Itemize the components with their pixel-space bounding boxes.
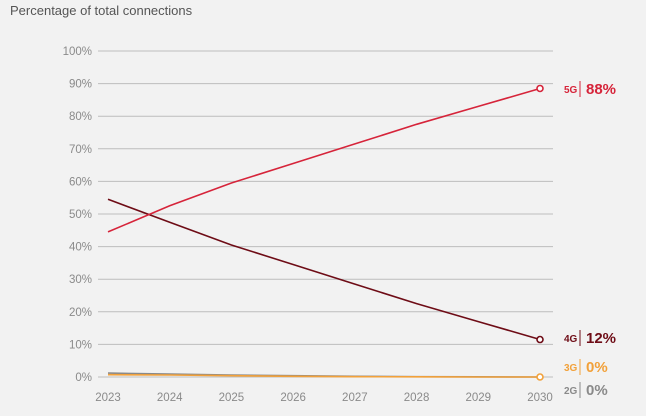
end-label-value: 0% [586, 382, 608, 399]
y-tick-label: 30% [69, 274, 92, 286]
x-tick-label: 2027 [342, 392, 368, 404]
chart-title: Percentage of total connections [10, 3, 193, 18]
series-line-5g [107, 87, 541, 233]
end-marker-4g [536, 335, 544, 344]
x-axis-ticks: 2023 2024 2025 2026 2027 2028 2029 2030 [95, 392, 553, 404]
end-label-tech: 4G [564, 334, 578, 345]
y-tick-label: 50% [69, 209, 92, 221]
x-tick-label: 2028 [404, 392, 430, 404]
end-label-tech: 2G [564, 386, 578, 397]
end-label-3g: 3G 0% [564, 359, 608, 376]
x-tick-label: 2029 [465, 392, 491, 404]
end-label-2g: 2G 0% [564, 382, 608, 399]
series-line-3g [107, 373, 540, 378]
y-tick-label: 0% [75, 372, 92, 384]
end-labels: 2G 0% 3G 0% 4G 12% 5G 88% [564, 81, 616, 399]
series-line-4g [107, 198, 541, 341]
x-tick-label: 2025 [219, 392, 245, 404]
end-label-tech: 5G [564, 85, 578, 96]
x-tick-label: 2030 [527, 392, 553, 404]
gridlines [98, 50, 553, 378]
end-marker-3g [536, 373, 544, 381]
end-label-value: 0% [586, 359, 608, 376]
x-tick-label: 2023 [95, 392, 121, 404]
x-tick-label: 2024 [157, 392, 183, 404]
end-label-value: 88% [586, 81, 616, 98]
y-tick-label: 80% [69, 111, 92, 123]
x-tick-label: 2026 [280, 392, 306, 404]
end-label-tech: 3G [564, 363, 578, 374]
end-label-value: 12% [586, 330, 616, 347]
y-tick-label: 10% [69, 339, 92, 351]
end-marker-5g [536, 84, 544, 93]
y-tick-label: 40% [69, 242, 92, 254]
y-tick-label: 60% [69, 176, 92, 188]
y-tick-label: 70% [69, 144, 92, 156]
y-axis-ticks: 0% 10% 20% 30% 40% 50% 60% 70% 80% 90% 100% [63, 46, 92, 384]
end-label-4g: 4G 12% [564, 330, 616, 347]
series-lines [107, 84, 544, 381]
end-label-5g: 5G 88% [564, 81, 616, 98]
y-tick-label: 20% [69, 307, 92, 319]
y-tick-label: 100% [63, 46, 92, 58]
y-tick-label: 90% [69, 79, 92, 91]
